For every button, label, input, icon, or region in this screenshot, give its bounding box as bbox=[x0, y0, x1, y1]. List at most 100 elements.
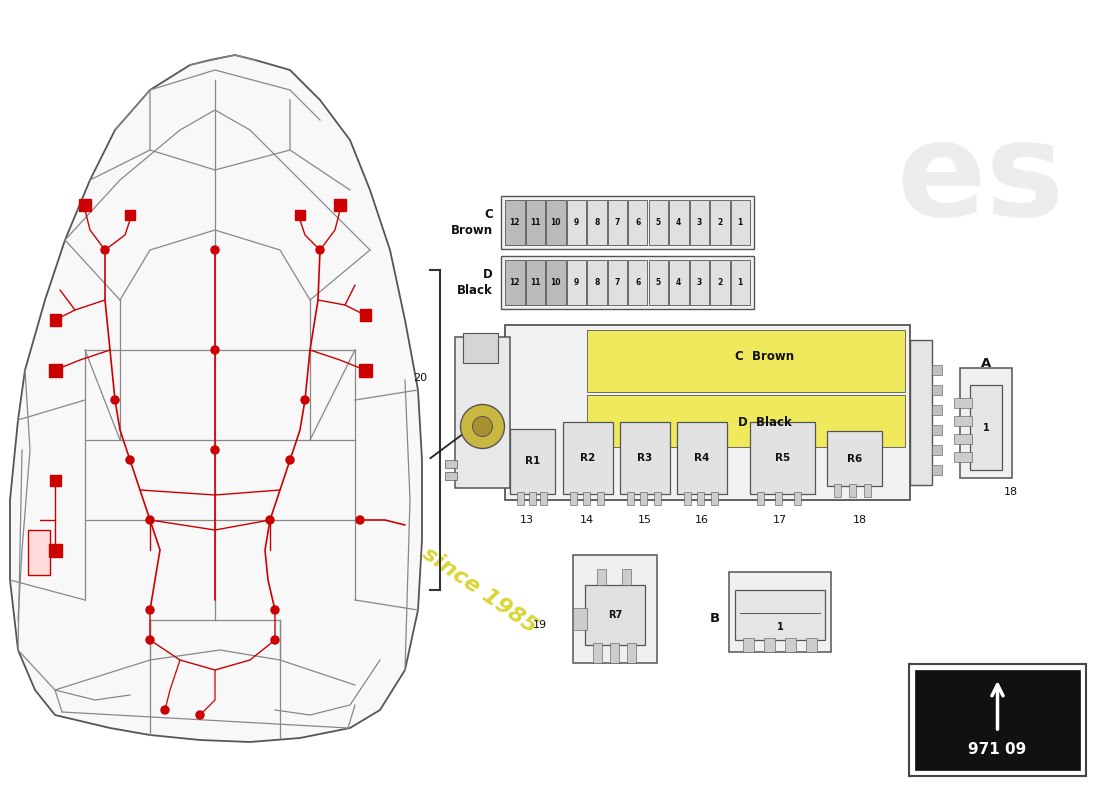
Bar bbox=[834, 484, 842, 497]
Text: 3: 3 bbox=[696, 218, 702, 227]
Bar bbox=[621, 569, 631, 585]
Bar bbox=[587, 330, 905, 392]
Bar bbox=[587, 200, 606, 245]
Bar bbox=[690, 260, 710, 305]
Bar bbox=[627, 492, 634, 505]
Bar bbox=[546, 260, 565, 305]
Bar bbox=[932, 465, 942, 475]
Text: 5: 5 bbox=[656, 218, 661, 227]
Text: 1: 1 bbox=[738, 278, 742, 287]
Bar bbox=[607, 200, 627, 245]
Circle shape bbox=[146, 606, 154, 614]
Text: A: A bbox=[981, 357, 991, 370]
Text: 2: 2 bbox=[717, 218, 723, 227]
Bar bbox=[50, 314, 60, 326]
Circle shape bbox=[101, 246, 109, 254]
Bar bbox=[505, 200, 525, 245]
Bar bbox=[970, 385, 1002, 470]
Bar bbox=[932, 365, 942, 375]
Text: 18: 18 bbox=[1004, 487, 1019, 497]
Bar bbox=[960, 368, 1012, 478]
Bar bbox=[607, 260, 627, 305]
Bar bbox=[710, 200, 729, 245]
Bar bbox=[597, 569, 606, 585]
Text: R1: R1 bbox=[525, 457, 540, 466]
Bar bbox=[546, 200, 565, 245]
Circle shape bbox=[126, 456, 134, 464]
Bar bbox=[628, 200, 648, 245]
Bar bbox=[620, 422, 670, 494]
Text: 18: 18 bbox=[852, 515, 867, 525]
Bar bbox=[585, 585, 645, 645]
Bar bbox=[48, 543, 62, 557]
Bar bbox=[596, 492, 604, 505]
Bar bbox=[730, 200, 750, 245]
Text: 7: 7 bbox=[615, 278, 620, 287]
Text: D  Black: D Black bbox=[738, 415, 792, 429]
Bar bbox=[295, 210, 305, 220]
Bar bbox=[910, 340, 932, 485]
Text: 11: 11 bbox=[530, 278, 540, 287]
Text: 4: 4 bbox=[676, 218, 681, 227]
Bar bbox=[954, 416, 972, 426]
Circle shape bbox=[461, 405, 505, 449]
Circle shape bbox=[266, 516, 274, 524]
Text: 3: 3 bbox=[696, 278, 702, 287]
Bar bbox=[505, 325, 910, 500]
Text: a passion for parts since 1985: a passion for parts since 1985 bbox=[219, 403, 541, 637]
Bar bbox=[932, 425, 942, 435]
Text: 2: 2 bbox=[717, 278, 723, 287]
Text: 1: 1 bbox=[777, 622, 783, 633]
Text: 971 09: 971 09 bbox=[968, 742, 1026, 758]
Bar bbox=[735, 590, 825, 640]
Bar bbox=[697, 492, 704, 505]
Bar bbox=[334, 199, 346, 211]
Bar bbox=[849, 484, 856, 497]
Text: 11: 11 bbox=[530, 218, 540, 227]
Text: 8: 8 bbox=[594, 278, 600, 287]
Bar bbox=[517, 492, 524, 505]
Circle shape bbox=[356, 516, 364, 524]
Bar bbox=[653, 492, 661, 505]
Circle shape bbox=[211, 346, 219, 354]
Text: 1: 1 bbox=[982, 422, 989, 433]
Text: C  Brown: C Brown bbox=[736, 350, 794, 363]
Bar bbox=[570, 492, 578, 505]
Bar bbox=[455, 337, 510, 488]
Bar bbox=[729, 572, 830, 652]
Bar bbox=[640, 492, 647, 505]
Text: B: B bbox=[710, 611, 720, 625]
Circle shape bbox=[211, 446, 219, 454]
Text: 15: 15 bbox=[638, 515, 652, 525]
Text: 12: 12 bbox=[509, 278, 520, 287]
Bar bbox=[505, 260, 525, 305]
Bar bbox=[932, 405, 942, 415]
Bar bbox=[750, 422, 815, 494]
Circle shape bbox=[316, 246, 324, 254]
Bar bbox=[669, 260, 689, 305]
Text: 10: 10 bbox=[550, 218, 561, 227]
Text: 6: 6 bbox=[635, 278, 640, 287]
Text: 16: 16 bbox=[695, 515, 710, 525]
Text: 1: 1 bbox=[738, 218, 742, 227]
Text: C
Brown: C Brown bbox=[451, 209, 493, 237]
Bar bbox=[711, 492, 717, 505]
Bar bbox=[566, 260, 586, 305]
Text: 14: 14 bbox=[580, 515, 594, 525]
Circle shape bbox=[196, 711, 204, 719]
Bar bbox=[806, 638, 817, 652]
Text: 19: 19 bbox=[532, 620, 547, 630]
Bar bbox=[757, 492, 764, 505]
Bar bbox=[710, 260, 729, 305]
Bar bbox=[573, 555, 657, 663]
Bar bbox=[463, 333, 498, 363]
Circle shape bbox=[161, 706, 169, 714]
Circle shape bbox=[146, 636, 154, 644]
Text: R2: R2 bbox=[581, 453, 595, 463]
Bar bbox=[540, 492, 548, 505]
Bar bbox=[583, 492, 591, 505]
Bar bbox=[359, 363, 372, 377]
Text: 9: 9 bbox=[573, 218, 579, 227]
Bar bbox=[526, 260, 544, 305]
Bar bbox=[526, 200, 544, 245]
